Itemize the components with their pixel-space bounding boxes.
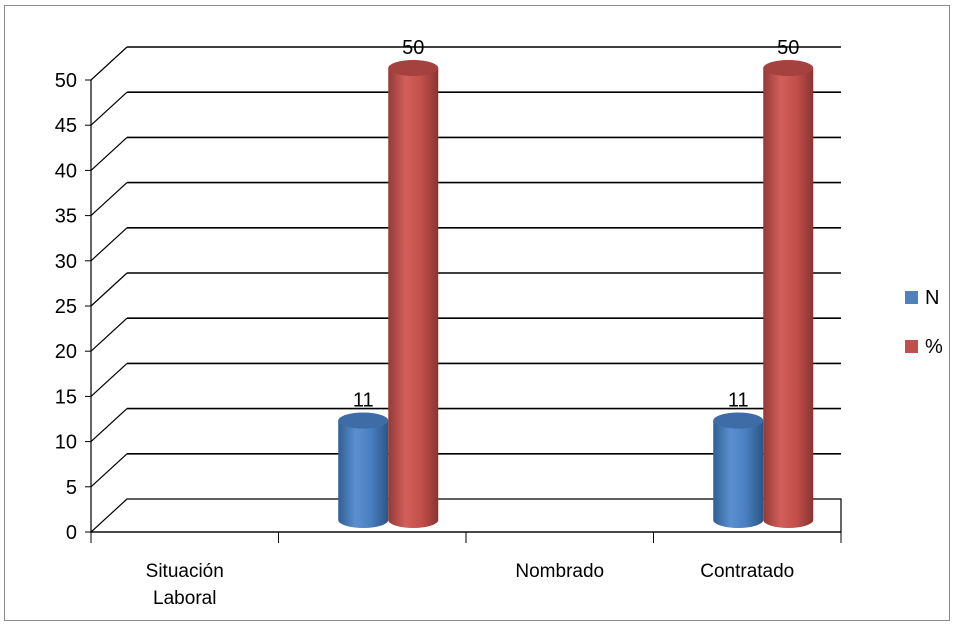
legend: N% [905,287,943,358]
y-tick-label: 5 [66,477,77,499]
x-tick-label: Laboral [153,588,216,609]
gridline-side [90,46,128,81]
x-axis: Situación Laboral Nombrado Contratado [90,531,842,609]
gridline-side [90,362,128,397]
x-tick-label: Contratado [700,561,794,582]
y-tick-label: 35 [55,206,77,228]
y-tick-label: 10 [55,432,77,454]
gridlines [90,46,841,488]
y-tick-label: 50 [55,70,77,92]
chart-frame: 0 5 10 15 20 25 30 35 40 45 50 Situación Laboral Nom… [4,5,950,621]
legend-swatch [905,291,918,304]
y-axis-ticks: 0 5 10 15 20 25 30 35 40 45 50 [55,70,91,544]
y-tick-label: 40 [55,160,77,182]
x-tick-label: Nombrado [515,561,604,582]
bar-percent [388,60,439,528]
legend-swatch [905,340,918,353]
gridline-side [90,317,128,352]
gridline-side [90,91,128,126]
bar-percent [763,60,814,528]
data-label: 50 [402,37,424,59]
bars [338,60,814,528]
y-tick-label: 45 [55,115,77,137]
legend-label: % [925,336,943,358]
y-tick-label: 0 [66,522,77,544]
data-labels: 11 11 50 50 [353,37,800,412]
gridline-side [90,227,128,262]
gridline-side [90,408,128,443]
bar-chart: 0 5 10 15 20 25 30 35 40 45 50 Situación Laboral Nom… [55,37,943,609]
x-tick-label: Situación [146,561,224,582]
bar-n [338,412,389,528]
data-label: 11 [353,390,374,412]
legend-label: N [925,287,939,309]
gridline-side [90,182,128,217]
y-tick-label: 25 [55,296,77,318]
y-tick-label: 15 [55,386,77,408]
gridline-side [90,453,128,488]
gridline-side [90,272,128,307]
y-tick-label: 20 [55,341,77,363]
gridline-side [90,136,128,171]
data-label: 50 [777,37,799,59]
data-label: 11 [728,390,749,412]
y-tick-label: 30 [55,251,77,273]
bar-n [713,412,764,528]
